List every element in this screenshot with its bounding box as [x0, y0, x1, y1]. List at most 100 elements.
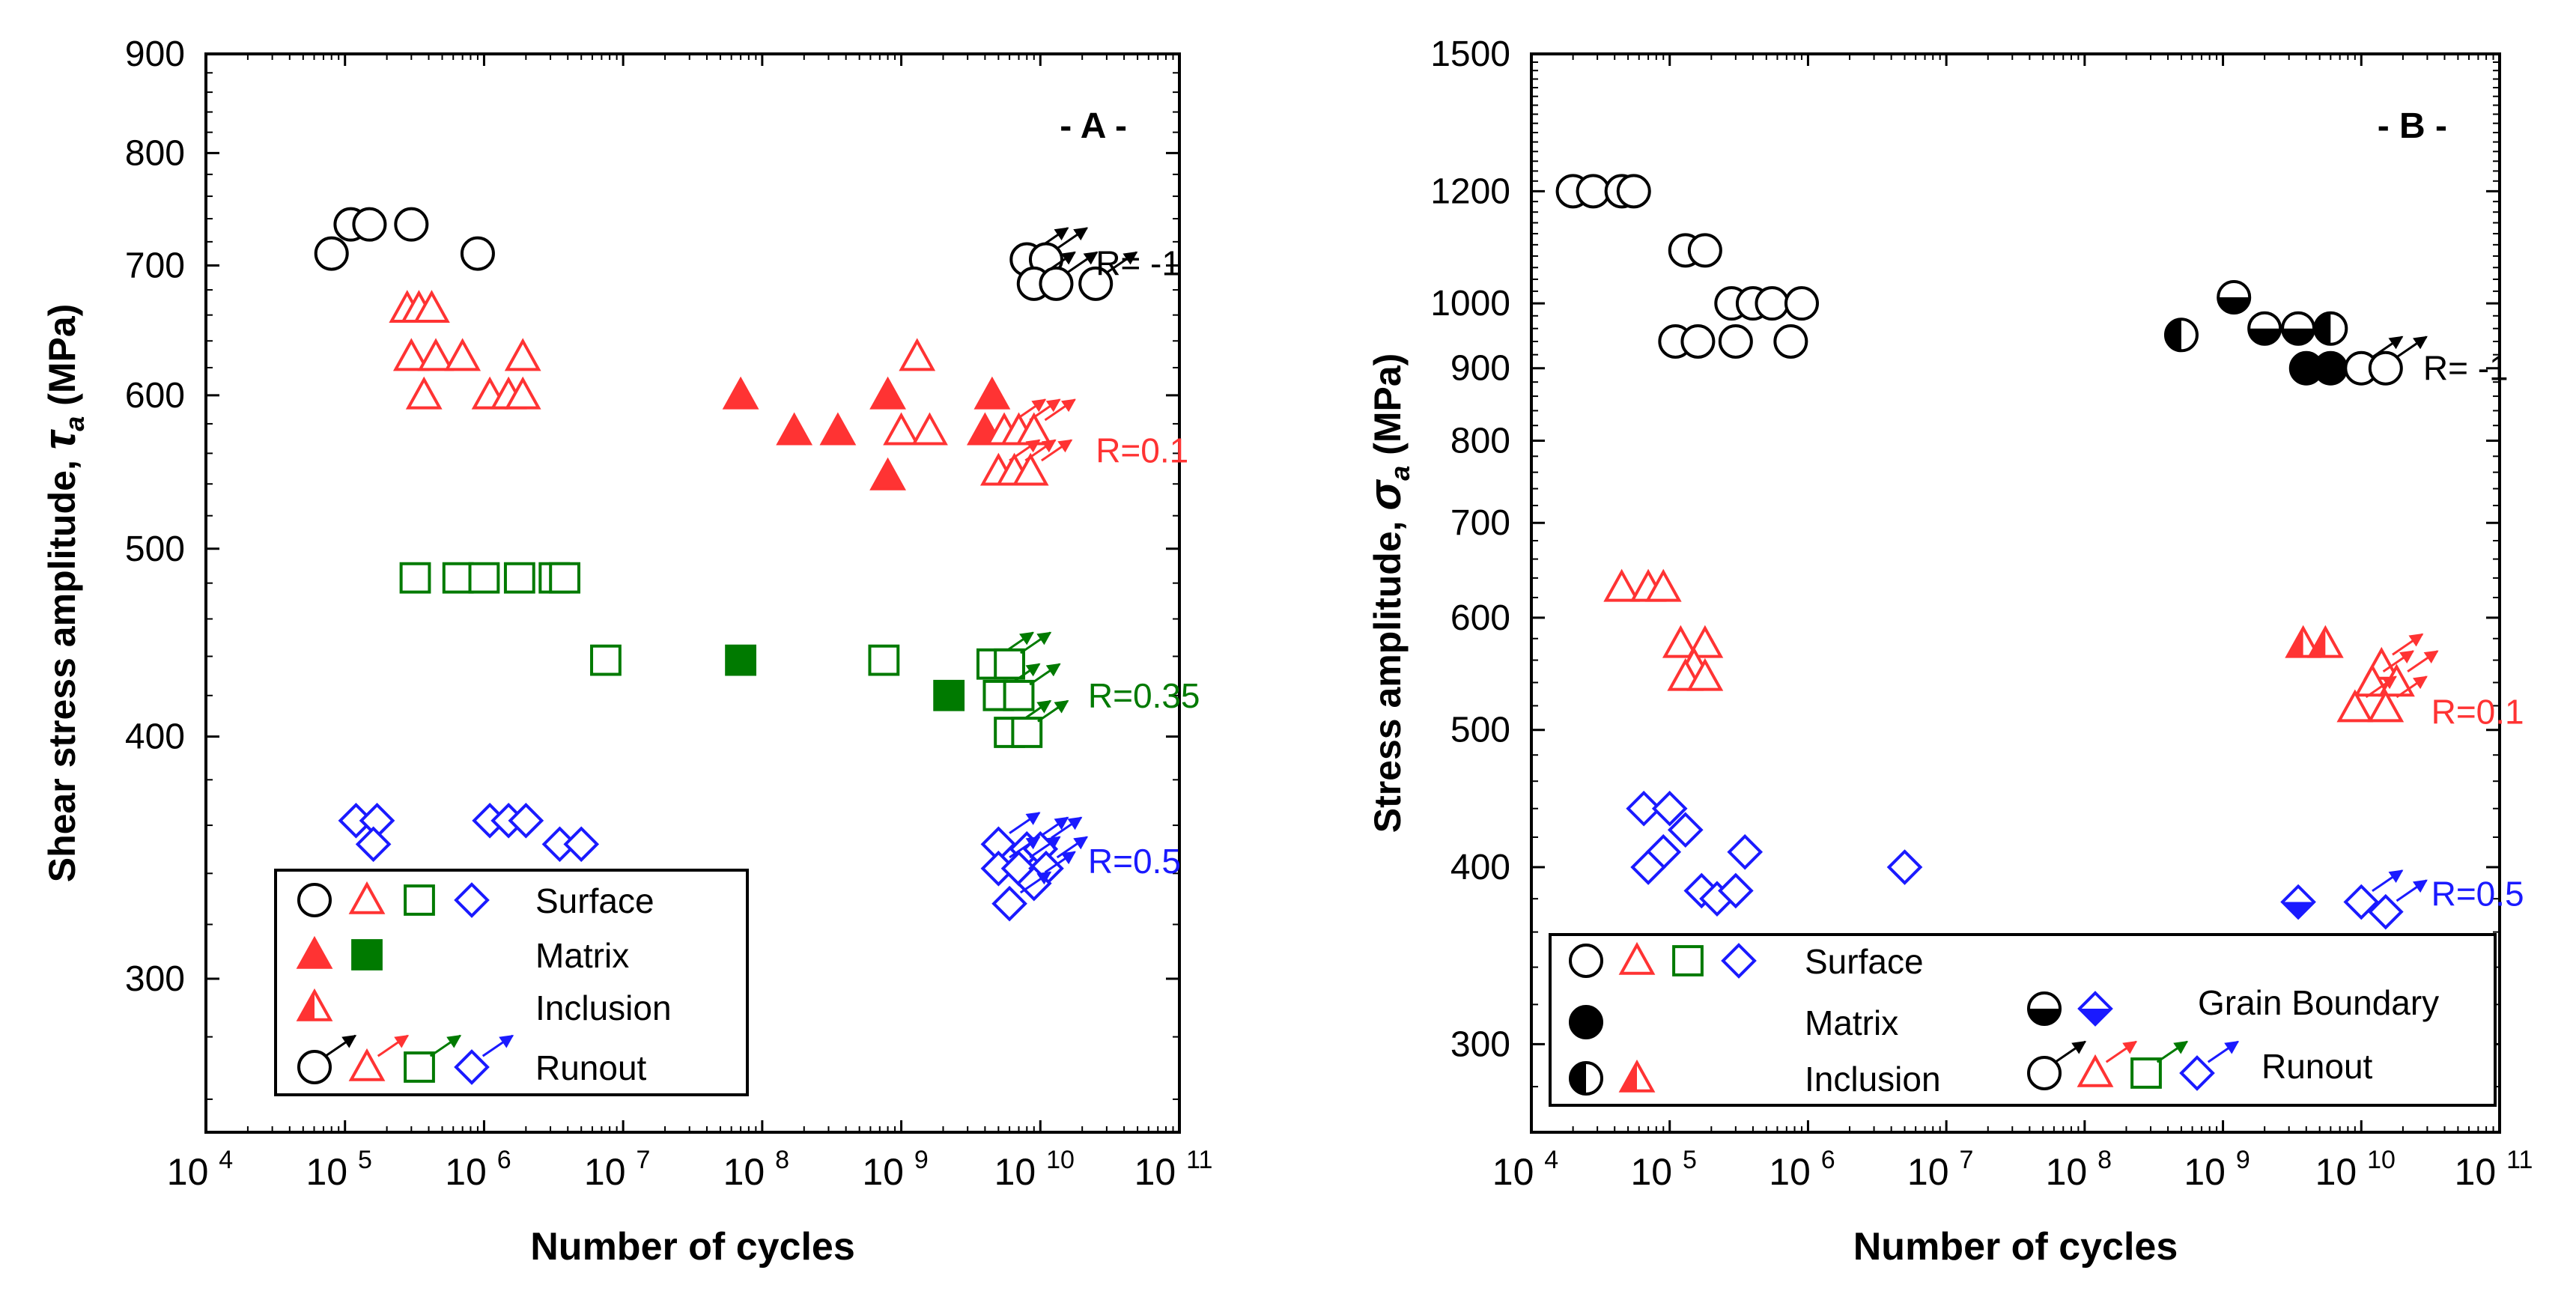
y-tick-label: 500 — [1450, 711, 1510, 750]
legend-symbol — [348, 1034, 410, 1081]
plot-frame — [1530, 52, 2501, 1134]
x-tick-label: 10 7 — [1907, 1146, 1973, 1193]
x-tick-label: 10 6 — [1769, 1146, 1835, 1193]
x-tick-label: 10 10 — [994, 1146, 1075, 1193]
data-point — [1616, 174, 1651, 209]
data-point — [1667, 812, 1704, 848]
data-point — [2217, 279, 2252, 315]
chart-panel-b: 10 4 10 5 10 6 10 7 10 8 10 9 10 10 10 11 300 400… — [1360, 34, 2533, 1269]
y-tick-label: 700 — [1450, 503, 1510, 543]
y-tick-label: 600 — [1450, 598, 1510, 638]
plot-frame — [204, 52, 1181, 1134]
x-tick-label: 10 8 — [2046, 1146, 2112, 1193]
data-point — [1755, 286, 1790, 321]
data-point — [1626, 790, 1662, 827]
data-point — [991, 871, 1052, 922]
y-tick-label: 300 — [125, 959, 185, 999]
series-ratio-label: R=0.1 — [1096, 431, 1188, 470]
data-point — [933, 679, 965, 711]
data-point — [1644, 568, 1682, 602]
data-point — [1680, 323, 1716, 359]
data-point — [2313, 311, 2348, 346]
data-point — [504, 338, 541, 371]
y-tick-label: 1200 — [1430, 171, 1510, 211]
y-tick-label: 500 — [125, 529, 185, 569]
data-point — [2285, 625, 2322, 658]
data-point — [1662, 625, 1699, 658]
legend-symbol — [297, 883, 332, 917]
legend-symbol — [404, 884, 435, 916]
data-point — [1603, 568, 1641, 602]
data-point — [503, 562, 535, 594]
data-point — [869, 457, 906, 490]
legend-label: Matrix — [1805, 1003, 1898, 1042]
series-ratio-label: R= -1 — [1096, 243, 1181, 282]
legend-symbol — [297, 1034, 357, 1084]
legend-symbol — [2027, 991, 2062, 1026]
y-tick-label: 300 — [1450, 1024, 1510, 1064]
y-axis-title: Stress amplitude, σa (MPa) — [1360, 353, 1415, 833]
x-tick-label: 10 11 — [1134, 1146, 1213, 1193]
legend-symbol — [1618, 941, 1656, 975]
data-point — [899, 338, 936, 371]
legend-symbol — [2130, 1040, 2189, 1089]
legend-label: Inclusion — [535, 988, 672, 1027]
data-point — [1773, 323, 1808, 359]
data-point — [722, 376, 759, 410]
data-point — [1576, 174, 1611, 209]
data-point — [563, 826, 600, 863]
legend-symbol — [2027, 1040, 2087, 1090]
y-tick-label: 1000 — [1430, 284, 1510, 323]
x-tick-label: 10 7 — [584, 1146, 650, 1193]
data-point — [869, 376, 906, 410]
data-point — [444, 338, 482, 371]
data-point — [1015, 398, 1076, 446]
y-tick-label: 1500 — [1430, 34, 1510, 74]
data-point — [2367, 879, 2428, 930]
data-point — [868, 644, 900, 676]
data-point — [413, 290, 450, 323]
y-tick-label: 800 — [125, 133, 185, 173]
x-tick-label: 10 10 — [2315, 1146, 2396, 1193]
series-ratio-label: R=0.35 — [1088, 676, 1200, 715]
data-point — [590, 644, 622, 676]
data-point — [442, 562, 474, 594]
data-point — [2368, 335, 2428, 386]
legend-symbol — [1569, 944, 1603, 978]
data-point — [2247, 311, 2282, 346]
data-point — [394, 207, 429, 242]
data-point — [2343, 869, 2404, 920]
legend-symbol — [1569, 1005, 1603, 1039]
legend-symbol — [348, 881, 386, 914]
panel-label: - A - — [1060, 106, 1127, 146]
data-point — [314, 236, 349, 271]
legend-symbol — [296, 988, 333, 1021]
y-tick-label: 700 — [125, 246, 185, 286]
data-point — [352, 207, 387, 242]
data-point — [1003, 663, 1061, 711]
x-axis-title: Number of cycles — [1853, 1225, 2178, 1269]
y-tick-label: 400 — [125, 717, 185, 757]
data-point — [1687, 233, 1722, 268]
series-ratio-label: R=0.5 — [1088, 842, 1181, 881]
data-point — [417, 338, 455, 371]
x-tick-label: 10 5 — [1630, 1146, 1696, 1193]
x-tick-label: 10 4 — [167, 1146, 233, 1193]
y-tick-label: 900 — [125, 34, 185, 74]
legend: Surface Matrix Inclusion Runout — [274, 869, 749, 1096]
data-point — [2281, 311, 2316, 346]
data-point — [1651, 790, 1688, 827]
data-point — [1078, 251, 1138, 301]
data-point — [504, 376, 541, 410]
x-tick-label: 10 6 — [445, 1146, 511, 1193]
legend-symbol — [1721, 943, 1757, 979]
data-point — [2367, 675, 2428, 723]
data-point — [776, 412, 813, 446]
data-point — [399, 562, 431, 594]
legend-label: Inclusion — [1805, 1060, 1941, 1099]
data-point — [2163, 318, 2199, 353]
series-ratio-label: R=0.5 — [2431, 875, 2524, 914]
data-point — [1630, 849, 1666, 885]
legend-symbol — [296, 935, 333, 969]
